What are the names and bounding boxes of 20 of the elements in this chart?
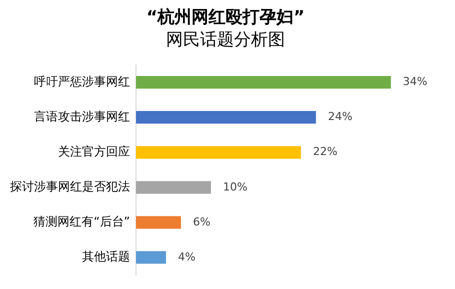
bar	[136, 76, 391, 89]
bar	[136, 111, 316, 124]
y-tick-label: 猜测网红有“后台”	[34, 214, 130, 229]
y-tick-label: 其他话题	[82, 250, 130, 264]
y-tick-label: 呼吁严惩涉事网红	[34, 74, 130, 88]
chart-title: “杭州网红殴打孕妇”	[146, 8, 305, 28]
data-label: 22%	[312, 145, 338, 158]
chart-subtitle: 网民话题分析图	[166, 30, 285, 50]
bar	[136, 146, 301, 159]
data-label: 10%	[222, 180, 248, 194]
y-tick-label: 言语攻击涉事网红	[34, 109, 130, 124]
data-label: 34%	[402, 75, 428, 88]
data-label: 4%	[178, 250, 196, 264]
data-label: 6%	[192, 215, 210, 228]
data-label: 24%	[328, 110, 352, 124]
bar	[136, 216, 181, 229]
y-tick-label: 关注官方回应	[58, 144, 130, 159]
bar	[136, 251, 166, 264]
y-tick-label: 探讨涉事网红是否犯法	[10, 180, 130, 194]
bar	[136, 181, 211, 194]
